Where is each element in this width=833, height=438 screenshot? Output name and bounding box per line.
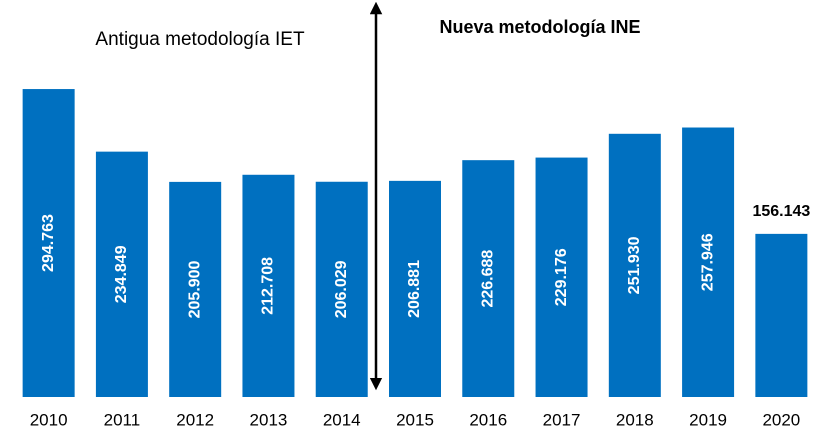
bar bbox=[95, 151, 148, 397]
x-tick-label: 2019 bbox=[689, 410, 727, 429]
bar bbox=[608, 133, 661, 398]
value-label: 156.143 bbox=[752, 203, 810, 220]
x-tick-label: 2010 bbox=[30, 410, 68, 429]
bar bbox=[242, 174, 295, 397]
bar bbox=[22, 89, 75, 397]
value-label: 294.763 bbox=[40, 214, 57, 272]
bar bbox=[755, 233, 808, 397]
bar bbox=[535, 157, 588, 397]
value-label: 251.930 bbox=[626, 236, 643, 294]
x-tick-label: 2014 bbox=[323, 410, 361, 429]
x-tick-label: 2020 bbox=[762, 410, 800, 429]
value-label: 206.029 bbox=[333, 260, 350, 318]
annotation-new: Nueva metodología INE bbox=[439, 17, 640, 37]
bar bbox=[389, 180, 441, 397]
x-tick-label: 2017 bbox=[543, 410, 581, 429]
x-tick-label: 2011 bbox=[104, 410, 141, 429]
x-tick-label: 2015 bbox=[396, 410, 434, 429]
value-label: 206.881 bbox=[406, 260, 423, 318]
value-label: 226.688 bbox=[479, 250, 496, 308]
value-label: 229.176 bbox=[553, 248, 570, 306]
value-label: 257.946 bbox=[699, 233, 716, 291]
value-label: 212.708 bbox=[260, 257, 277, 315]
value-label: 234.849 bbox=[113, 245, 130, 303]
x-tick-label: 2018 bbox=[616, 410, 654, 429]
bar bbox=[462, 160, 515, 397]
annotation-old: Antigua metodología IET bbox=[95, 29, 305, 50]
bar bbox=[169, 181, 222, 397]
x-tick-label: 2016 bbox=[469, 410, 507, 429]
bar bbox=[682, 127, 735, 397]
value-label: 205.900 bbox=[186, 260, 203, 318]
x-tick-label: 2012 bbox=[176, 410, 214, 429]
x-tick-label: 2013 bbox=[250, 410, 288, 429]
bar bbox=[315, 181, 368, 397]
